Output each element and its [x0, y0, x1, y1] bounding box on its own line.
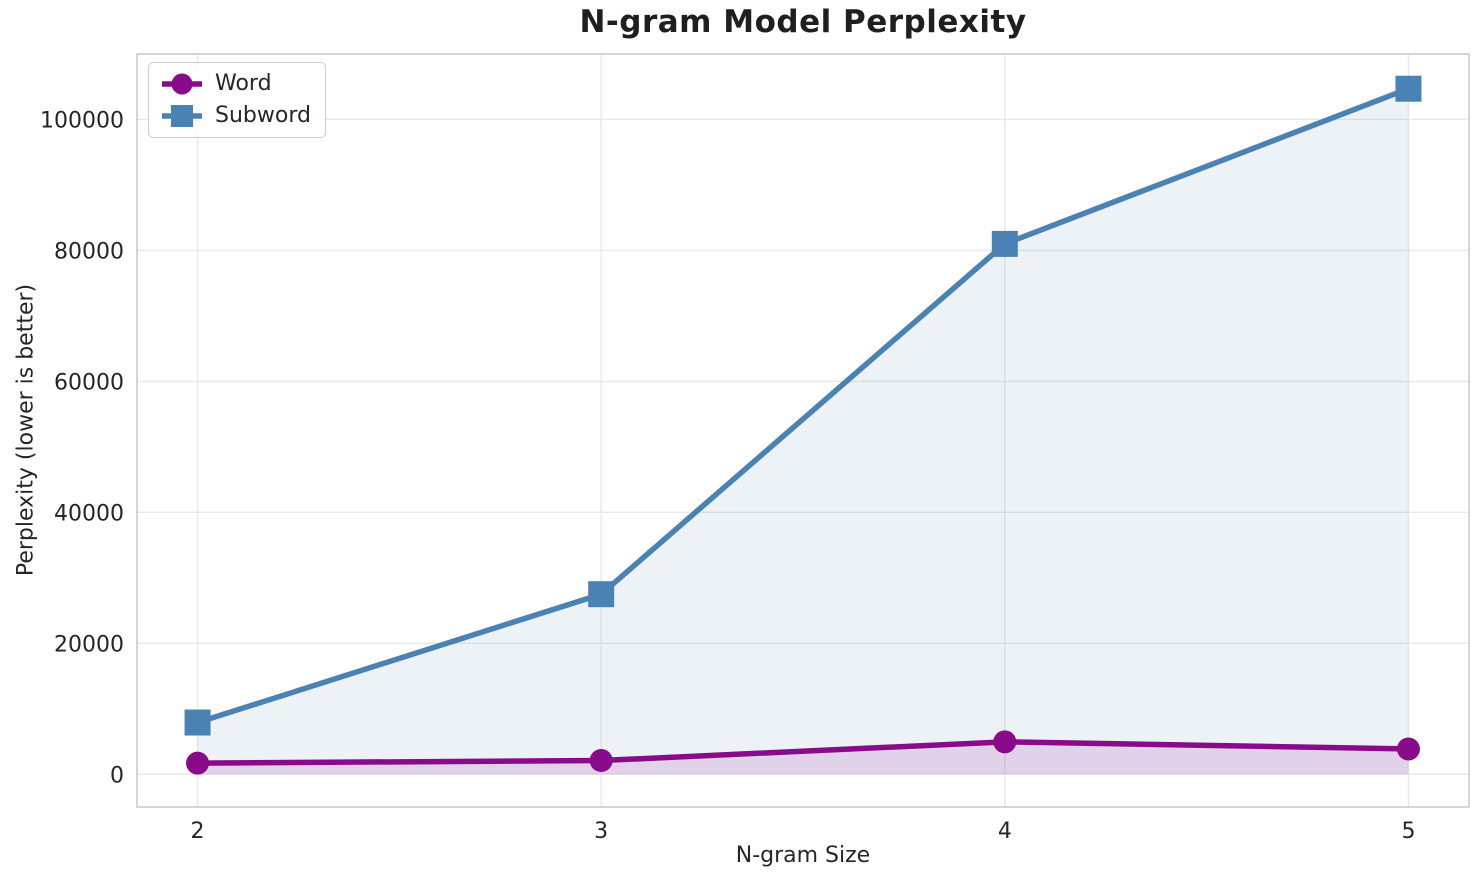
word-marker — [993, 730, 1017, 754]
y-axis-label: Perplexity (lower is better) — [13, 283, 39, 577]
y-tick-label: 80000 — [54, 239, 124, 264]
subword-marker — [588, 581, 615, 608]
y-tick-label: 100000 — [40, 108, 124, 133]
legend-entry-word: Word — [159, 70, 311, 98]
word-area-fill — [197, 741, 1409, 775]
legend-label-subword: Subword — [215, 103, 311, 128]
word-line-circle-marker-icon — [162, 73, 202, 95]
plot-border — [136, 53, 1470, 808]
y-tick-label: 60000 — [54, 370, 124, 395]
x-tick-label: 4 — [998, 819, 1012, 844]
subword-line-square-marker-icon — [162, 105, 202, 127]
legend: Word Subword — [148, 62, 326, 138]
subword-marker — [1395, 75, 1422, 102]
word-line — [194, 739, 1412, 766]
subword-area-fill — [197, 88, 1409, 775]
subword-marker — [184, 709, 211, 736]
x-tick-label: 3 — [594, 819, 608, 844]
x-axis-label: N-gram Size — [735, 843, 871, 868]
y-tick-label: 0 — [110, 763, 124, 788]
legend-entry-subword: Subword — [159, 102, 311, 130]
y-tick-label: 20000 — [54, 632, 124, 657]
legend-label-word: Word — [215, 71, 272, 96]
word-marker — [589, 749, 613, 773]
subword-marker — [991, 230, 1018, 257]
x-tick-label: 5 — [1401, 819, 1415, 844]
subword-line — [194, 85, 1412, 726]
y-tick-label: 40000 — [54, 501, 124, 526]
word-marker — [186, 751, 210, 775]
word-marker — [1396, 737, 1420, 761]
chart-title: N-gram Model Perplexity — [579, 4, 1027, 40]
x-tick-label: 2 — [191, 819, 205, 844]
